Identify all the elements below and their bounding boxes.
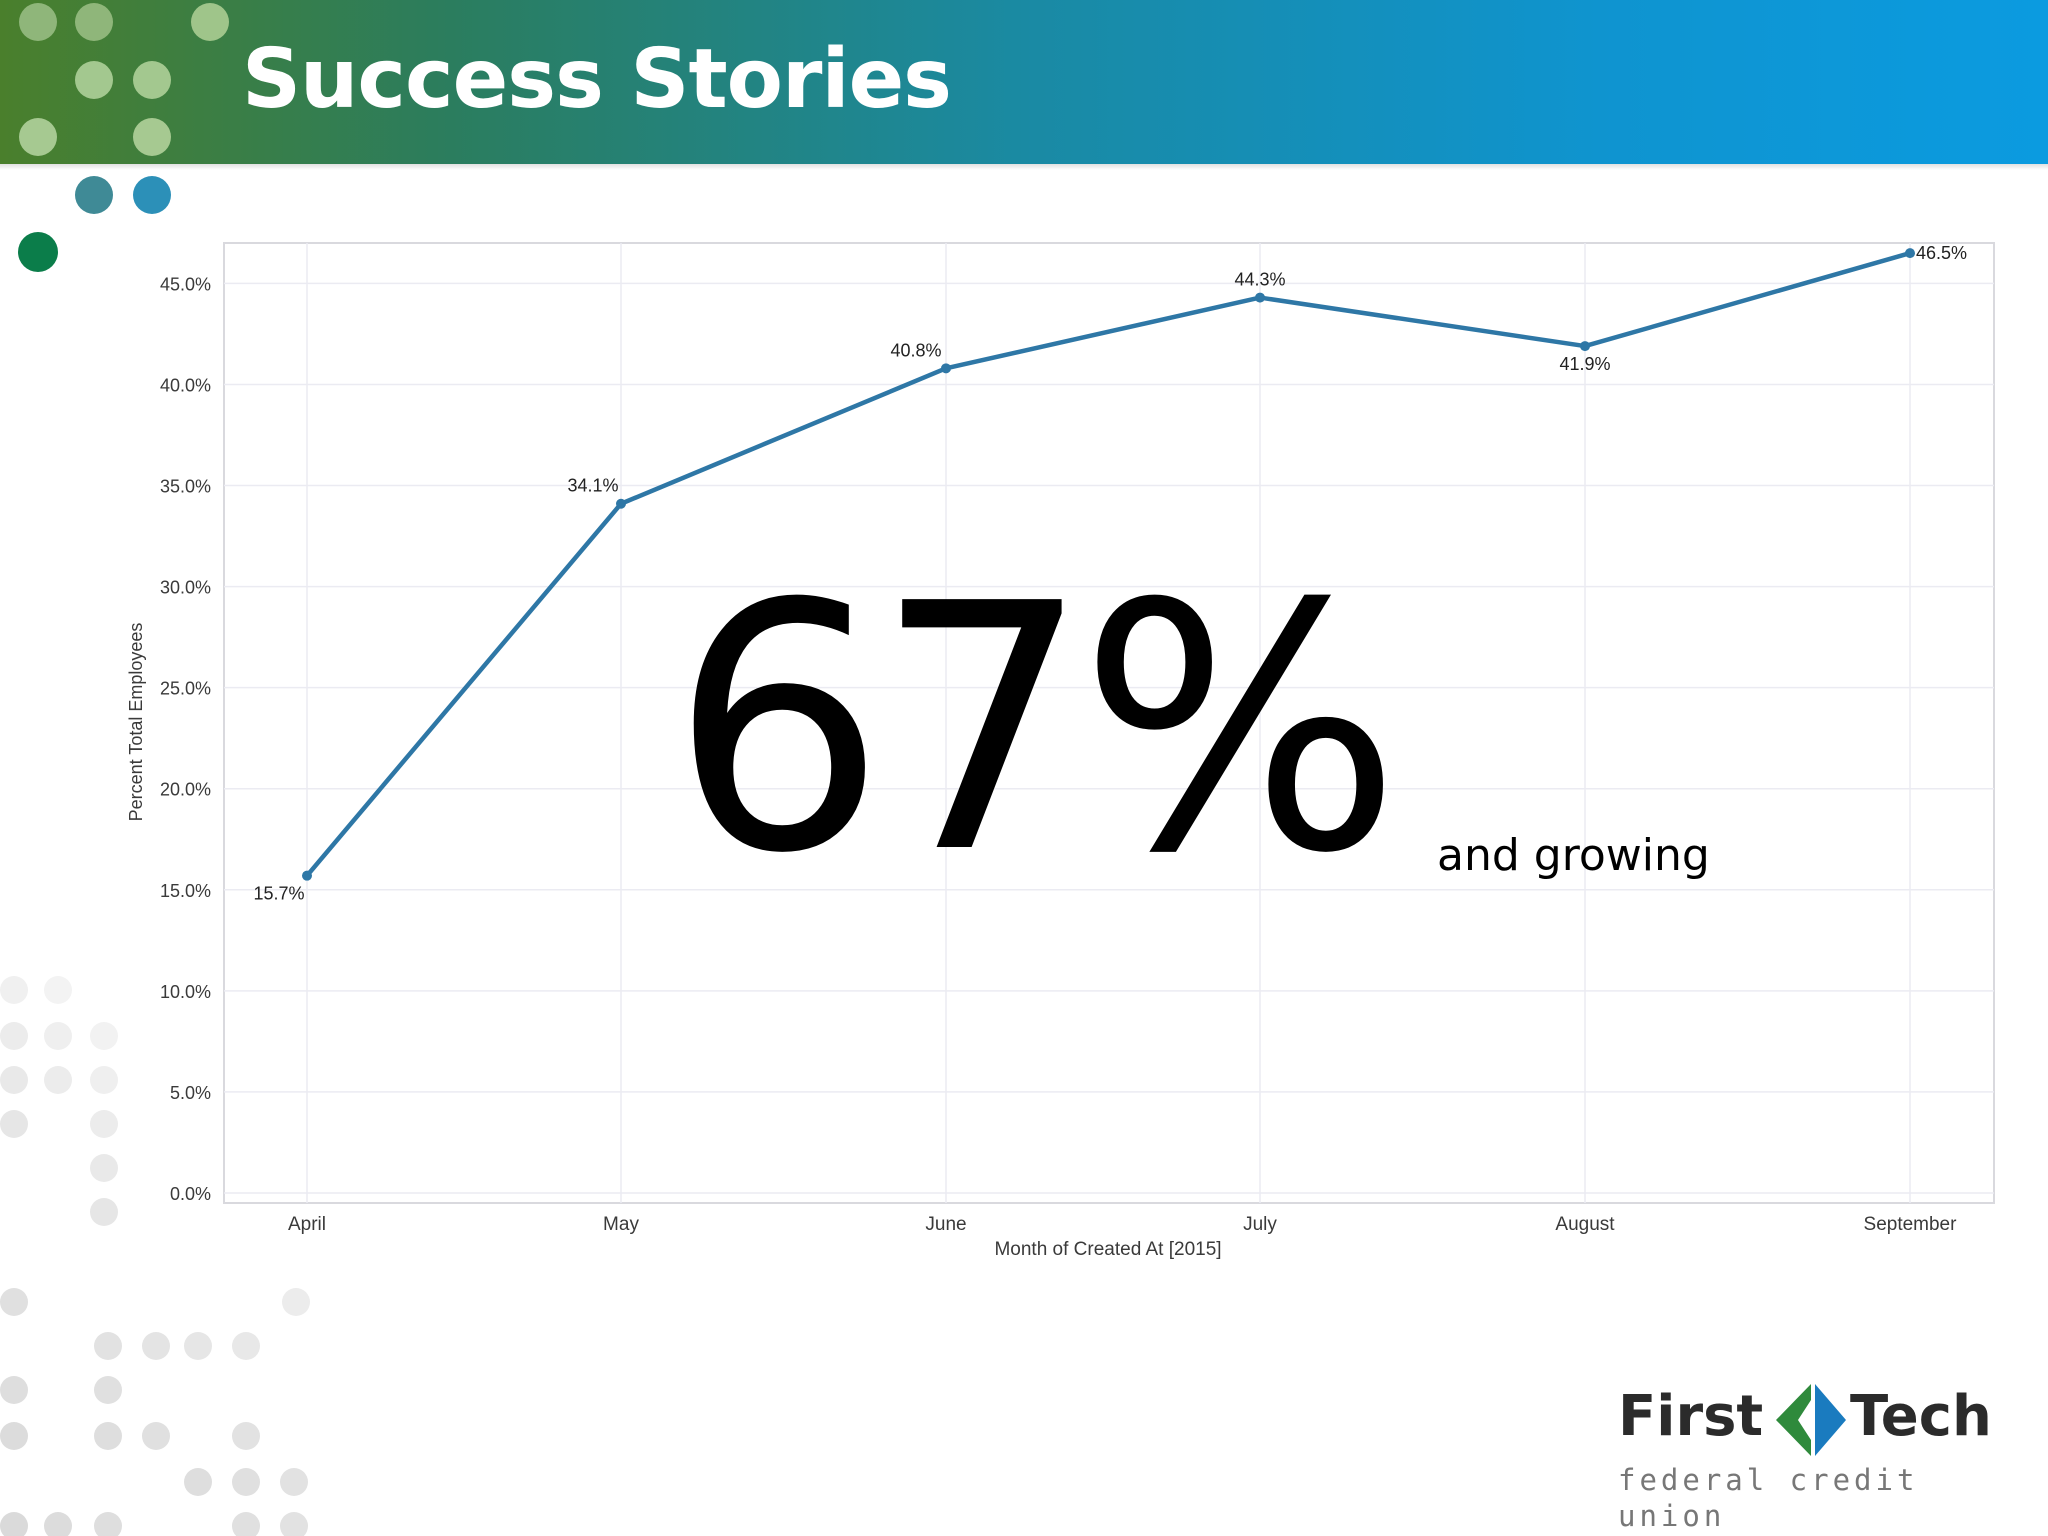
- decorative-dot: [0, 1022, 28, 1050]
- decorative-dot: [94, 1422, 122, 1450]
- decorative-dot: [232, 1468, 260, 1496]
- x-axis-title: Month of Created At [2015]: [994, 1239, 1221, 1260]
- decorative-dot: [90, 1066, 118, 1094]
- logo-word-tech: Tech: [1850, 1384, 1992, 1449]
- x-tick-label: September: [1864, 1214, 1958, 1235]
- decorative-dot: [142, 1332, 170, 1360]
- highlight-value: 67%: [670, 532, 1402, 928]
- decorative-dot: [184, 1468, 212, 1496]
- data-label: 40.8%: [890, 340, 941, 360]
- decorative-dot: [44, 976, 72, 1004]
- decorative-dot: [0, 1422, 28, 1450]
- data-point: [1255, 292, 1265, 303]
- y-tick-label: 35.0%: [160, 477, 211, 497]
- decorative-dot: [133, 61, 171, 99]
- data-point: [1580, 341, 1590, 352]
- decorative-dot: [94, 1376, 122, 1404]
- data-label: 15.7%: [253, 884, 304, 904]
- x-tick-label: August: [1555, 1214, 1615, 1235]
- decorative-dot: [232, 1422, 260, 1450]
- header-band: [0, 0, 2048, 164]
- plot-frame: [223, 242, 1995, 1204]
- decorative-dot: [0, 1066, 28, 1094]
- decorative-dot: [18, 232, 58, 272]
- data-point: [302, 870, 312, 881]
- decorative-dot: [133, 176, 171, 214]
- y-axis-title: Percent Total Employees: [126, 623, 146, 822]
- y-tick-label: 5.0%: [170, 1083, 211, 1103]
- decorative-dot: [0, 1288, 28, 1316]
- y-tick-label: 30.0%: [160, 578, 211, 598]
- decorative-dot: [19, 118, 57, 156]
- decorative-dot: [280, 1468, 308, 1496]
- decorative-dot: [44, 1066, 72, 1094]
- decorative-dot: [142, 1422, 170, 1450]
- first-tech-logo: First Tech federal credit union: [1618, 1382, 1992, 1533]
- y-tick-label: 15.0%: [160, 881, 211, 901]
- data-point: [941, 363, 951, 374]
- decorative-dot: [184, 1332, 212, 1360]
- decorative-dot: [280, 1512, 308, 1536]
- x-tick-label: June: [925, 1214, 966, 1235]
- logo-arrow-mark-icon: [1776, 1384, 1846, 1456]
- decorative-dot: [232, 1512, 260, 1536]
- x-tick-label: April: [288, 1214, 326, 1235]
- header-shadow: [0, 164, 2048, 170]
- x-tick-label: May: [603, 1214, 639, 1235]
- decorative-dot: [19, 3, 57, 41]
- logo-word-first: First: [1618, 1384, 1764, 1449]
- data-label: 46.5%: [1916, 243, 1967, 263]
- slide-title: Success Stories: [242, 32, 952, 127]
- decorative-dot: [90, 1198, 118, 1226]
- decorative-dot: [75, 3, 113, 41]
- decorative-dot: [282, 1288, 310, 1316]
- decorative-dot: [44, 1022, 72, 1050]
- decorative-dot: [75, 61, 113, 99]
- decorative-dot: [94, 1332, 122, 1360]
- data-label: 44.3%: [1234, 270, 1285, 290]
- decorative-dot: [90, 1154, 118, 1182]
- y-tick-label: 45.0%: [160, 274, 211, 294]
- decorative-dot: [191, 3, 229, 41]
- data-label: 41.9%: [1559, 354, 1610, 374]
- y-tick-label: 25.0%: [160, 679, 211, 699]
- y-tick-label: 20.0%: [160, 780, 211, 800]
- decorative-dot: [94, 1512, 122, 1536]
- highlight-caption: and growing: [1437, 830, 1710, 881]
- series-line: [304, 250, 1913, 878]
- decorative-dot: [44, 1512, 72, 1536]
- decorative-dot: [90, 1022, 118, 1050]
- data-point: [1905, 248, 1915, 259]
- y-tick-label: 0.0%: [170, 1184, 211, 1204]
- y-tick-label: 10.0%: [160, 982, 211, 1002]
- logo-tagline: federal credit union: [1618, 1463, 1919, 1533]
- decorative-dot: [0, 1110, 28, 1138]
- y-tick-label: 40.0%: [160, 375, 211, 395]
- data-label: 34.1%: [567, 476, 618, 496]
- x-tick-label: July: [1243, 1214, 1277, 1235]
- decorative-dot: [90, 1110, 118, 1138]
- data-point: [616, 498, 626, 509]
- decorative-dot: [75, 176, 113, 214]
- decorative-dot: [0, 976, 28, 1004]
- decorative-dot: [0, 1376, 28, 1404]
- decorative-dot: [232, 1332, 260, 1360]
- decorative-dot: [0, 1512, 28, 1536]
- decorative-dot: [133, 118, 171, 156]
